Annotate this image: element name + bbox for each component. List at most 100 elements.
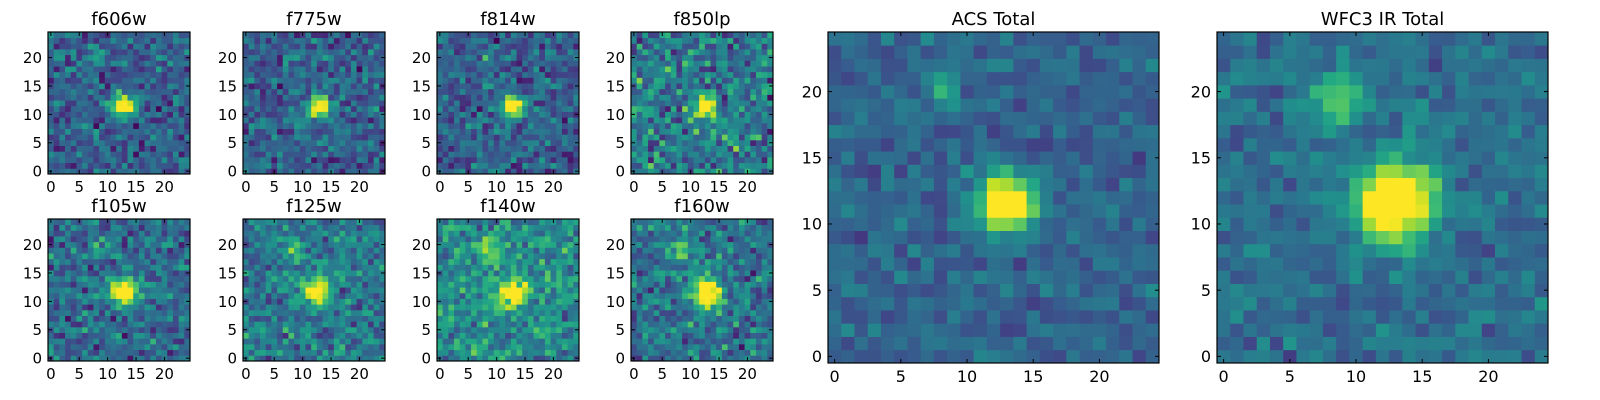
heatmap-cell bbox=[316, 315, 323, 322]
axes-frame bbox=[47, 218, 191, 362]
heatmap-cell bbox=[288, 253, 295, 260]
heatmap-cell bbox=[636, 168, 643, 175]
heatmap-cell bbox=[567, 66, 574, 73]
heatmap-cell bbox=[648, 298, 655, 305]
heatmap-cell bbox=[561, 270, 569, 277]
heatmap-cell bbox=[76, 49, 83, 56]
heatmap-cell bbox=[65, 71, 72, 78]
heatmap-cell bbox=[761, 321, 768, 328]
heatmap-cell bbox=[567, 134, 574, 141]
heatmap-cell bbox=[172, 54, 180, 61]
heatmap-cell bbox=[178, 156, 185, 164]
heatmap-cell bbox=[294, 100, 301, 107]
heatmap-cell bbox=[459, 71, 466, 78]
heatmap-cell bbox=[150, 100, 157, 107]
heatmap-cell bbox=[76, 66, 83, 73]
heatmap-cell bbox=[362, 77, 369, 84]
heatmap-cell bbox=[710, 321, 717, 328]
heatmap-cell bbox=[437, 332, 444, 339]
heatmap-cell bbox=[316, 145, 323, 152]
heatmap-cell bbox=[65, 247, 72, 254]
heatmap-cell bbox=[499, 315, 506, 322]
heatmap-cell bbox=[121, 151, 128, 158]
heatmap-cell bbox=[322, 349, 329, 356]
heatmap-cell bbox=[70, 71, 77, 78]
heatmap-cell bbox=[561, 156, 569, 164]
heatmap-cell bbox=[150, 66, 157, 73]
heatmap-cell bbox=[648, 309, 655, 316]
heatmap-cell bbox=[271, 162, 278, 169]
heatmap-cell bbox=[110, 88, 117, 95]
heatmap-cell bbox=[277, 292, 284, 299]
heatmap-cell bbox=[367, 258, 375, 265]
heatmap-cell bbox=[350, 43, 357, 50]
heatmap-cell bbox=[636, 139, 643, 146]
heatmap-cell bbox=[653, 49, 660, 56]
heatmap-cell bbox=[53, 236, 60, 243]
heatmap-cell bbox=[294, 275, 301, 282]
heatmap-cell bbox=[53, 54, 60, 61]
heatmap-cell bbox=[260, 270, 267, 277]
heatmap-cell bbox=[738, 275, 745, 282]
heatmap-cell bbox=[339, 139, 346, 146]
heatmap-cell bbox=[339, 32, 346, 39]
heatmap-cell bbox=[465, 60, 472, 67]
heatmap-cell bbox=[710, 88, 717, 95]
heatmap-cell bbox=[653, 43, 660, 50]
heatmap-cell bbox=[288, 230, 295, 237]
heatmap-cell bbox=[172, 349, 180, 356]
heatmap-cell bbox=[76, 122, 83, 129]
heatmap-cell bbox=[53, 134, 60, 141]
heatmap-cell bbox=[127, 349, 134, 356]
heatmap-cell bbox=[693, 292, 700, 299]
heatmap-cell bbox=[362, 162, 369, 169]
heatmap-cell bbox=[82, 219, 89, 226]
heatmap-cell bbox=[260, 139, 267, 146]
heatmap-cell bbox=[465, 287, 472, 294]
heatmap-cell bbox=[687, 100, 694, 107]
heatmap-cell bbox=[533, 134, 540, 141]
heatmap-cell bbox=[755, 298, 763, 305]
heatmap-cell bbox=[544, 43, 551, 50]
heatmap-cell bbox=[345, 134, 352, 141]
heatmap-cell bbox=[750, 117, 757, 124]
heatmap-cell bbox=[573, 321, 580, 328]
heatmap-cell bbox=[260, 219, 267, 226]
heatmap-cell bbox=[178, 49, 185, 56]
heatmap-cell bbox=[65, 111, 72, 118]
heatmap-cell bbox=[356, 66, 363, 73]
heatmap-cell bbox=[299, 258, 306, 265]
heatmap-cell bbox=[144, 315, 151, 322]
heatmap-cell bbox=[271, 258, 278, 265]
heatmap-cell bbox=[172, 224, 180, 231]
heatmap-cell bbox=[367, 49, 375, 56]
heatmap-cell bbox=[265, 326, 272, 333]
heatmap-cell bbox=[522, 332, 529, 339]
heatmap-cell bbox=[167, 54, 174, 61]
heatmap-cell bbox=[288, 304, 295, 311]
heatmap-cell bbox=[750, 338, 757, 345]
heatmap-cell bbox=[138, 287, 145, 294]
heatmap-cell bbox=[561, 326, 569, 333]
heatmap-cell bbox=[277, 60, 284, 67]
heatmap-cell bbox=[333, 128, 340, 135]
heatmap-cell bbox=[750, 145, 757, 152]
heatmap-cell bbox=[670, 105, 677, 112]
heatmap-cell bbox=[87, 60, 94, 67]
heatmap-cell bbox=[373, 258, 380, 265]
heatmap-cell bbox=[744, 54, 751, 61]
heatmap-cell bbox=[471, 236, 478, 243]
heatmap-cell bbox=[761, 281, 768, 288]
heatmap-cell bbox=[65, 338, 72, 345]
heatmap-cell bbox=[161, 253, 168, 260]
heatmap-cell bbox=[110, 77, 117, 84]
heatmap-cell bbox=[87, 332, 94, 339]
heatmap-cell bbox=[510, 139, 517, 146]
heatmap-cell bbox=[316, 258, 323, 265]
heatmap-cell bbox=[442, 151, 449, 158]
heatmap-cell bbox=[150, 128, 157, 135]
heatmap-cell bbox=[59, 304, 66, 311]
heatmap-cell bbox=[556, 71, 563, 78]
heatmap-cell bbox=[561, 77, 569, 84]
heatmap-cell bbox=[150, 71, 157, 78]
